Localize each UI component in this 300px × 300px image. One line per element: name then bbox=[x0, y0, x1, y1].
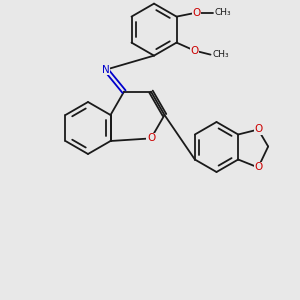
Text: CH₃: CH₃ bbox=[214, 8, 231, 17]
Text: O: O bbox=[254, 163, 262, 172]
Text: O: O bbox=[254, 124, 262, 134]
Text: N: N bbox=[102, 64, 110, 75]
Text: O: O bbox=[192, 8, 201, 18]
Text: CH₃: CH₃ bbox=[212, 50, 229, 59]
Text: O: O bbox=[190, 46, 199, 56]
Text: O: O bbox=[147, 134, 155, 143]
